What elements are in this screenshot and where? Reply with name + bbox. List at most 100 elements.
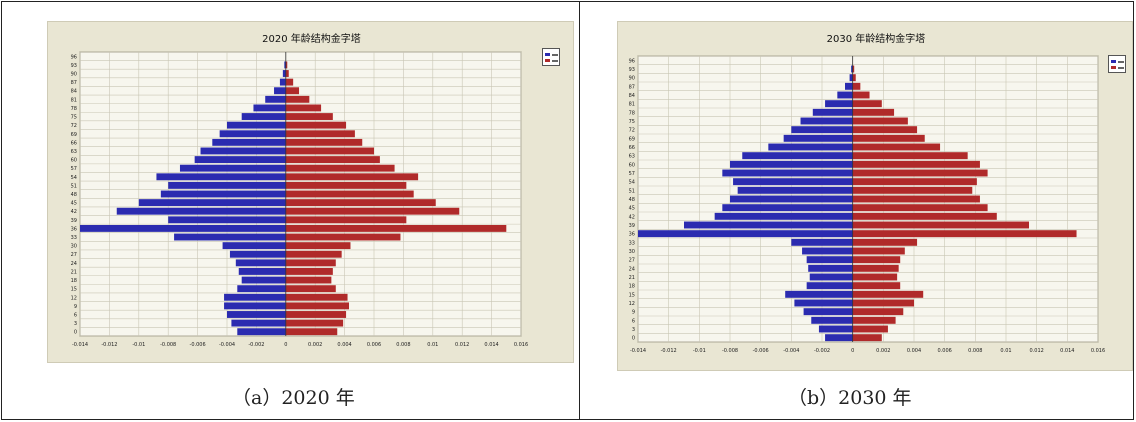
bar-male bbox=[237, 285, 286, 293]
bar-female bbox=[285, 250, 342, 258]
bar-male bbox=[785, 290, 853, 298]
y-tick-label: 93 bbox=[71, 63, 77, 69]
y-tick-label: 78 bbox=[71, 106, 77, 112]
bar-female bbox=[852, 204, 988, 212]
y-tick-label: 54 bbox=[629, 180, 635, 186]
bar-male bbox=[241, 276, 286, 284]
y-tick-label: 60 bbox=[71, 158, 77, 164]
bar-male bbox=[791, 238, 853, 246]
bar-male bbox=[116, 207, 286, 215]
bar-female bbox=[285, 293, 348, 301]
bar-male bbox=[809, 273, 853, 281]
bar-male bbox=[722, 204, 853, 212]
bar-male bbox=[138, 199, 286, 207]
bar-female bbox=[285, 276, 332, 284]
x-tick-label: 0.014 bbox=[484, 342, 498, 348]
bar-female bbox=[852, 238, 918, 246]
y-tick-label: 42 bbox=[629, 214, 635, 220]
bar-female bbox=[852, 282, 901, 290]
bar-female bbox=[285, 156, 380, 164]
x-tick-label: -0.008 bbox=[160, 342, 176, 348]
y-tick-label: 69 bbox=[71, 132, 77, 138]
bar-male bbox=[742, 152, 853, 160]
bar-male bbox=[282, 70, 286, 77]
bar-male bbox=[818, 325, 853, 333]
bar-female bbox=[285, 181, 407, 189]
x-tick-label: -0.01 bbox=[693, 348, 706, 354]
bar-female bbox=[852, 108, 895, 116]
bar-male bbox=[811, 316, 853, 324]
bar-female bbox=[285, 61, 288, 69]
bar-female bbox=[852, 126, 918, 134]
y-tick-label: 12 bbox=[629, 301, 635, 307]
y-tick-label: 75 bbox=[71, 115, 77, 121]
bar-female bbox=[852, 299, 914, 307]
bar-male bbox=[279, 78, 286, 86]
bar-male bbox=[837, 91, 853, 99]
bar-male bbox=[238, 268, 286, 275]
bar-female bbox=[285, 130, 355, 138]
bar-female bbox=[285, 164, 395, 172]
x-tick-label: -0.01 bbox=[132, 342, 145, 348]
y-tick-label: 66 bbox=[71, 140, 77, 146]
bar-male bbox=[806, 282, 853, 290]
y-tick-label: 57 bbox=[629, 171, 635, 177]
bar-female bbox=[285, 285, 336, 293]
bar-male bbox=[200, 147, 286, 155]
bar-female bbox=[852, 334, 882, 342]
y-tick-label: 0 bbox=[74, 330, 77, 336]
bar-male bbox=[241, 113, 286, 120]
bar-female bbox=[285, 147, 374, 155]
bar-female bbox=[285, 302, 350, 310]
bar-male bbox=[806, 256, 853, 264]
legend-icon[interactable] bbox=[1108, 55, 1126, 73]
y-tick-label: 96 bbox=[629, 58, 635, 64]
x-tick-label: 0.01 bbox=[427, 342, 438, 348]
y-tick-label: 63 bbox=[71, 149, 77, 155]
y-tick-label: 93 bbox=[629, 67, 635, 73]
x-tick-label: -0.002 bbox=[814, 348, 830, 354]
y-tick-label: 27 bbox=[629, 258, 635, 264]
y-tick-label: 72 bbox=[629, 128, 635, 134]
bar-female bbox=[285, 95, 310, 103]
x-tick-label: 0.004 bbox=[907, 348, 921, 354]
bar-female bbox=[852, 256, 901, 264]
bar-female bbox=[852, 65, 855, 73]
bar-female bbox=[852, 195, 980, 203]
chart-panel-2020: 2020 年龄结构金字塔 0 3 6 9 12 15 18 21 24 27 30 33 36 39 42 45… bbox=[47, 21, 574, 363]
bar-female bbox=[852, 91, 870, 99]
y-tick-label: 87 bbox=[71, 80, 77, 86]
x-tick-label: 0.004 bbox=[337, 342, 351, 348]
bar-male bbox=[800, 117, 853, 125]
y-tick-label: 39 bbox=[71, 218, 77, 224]
bar-female bbox=[852, 308, 904, 316]
bar-male bbox=[808, 264, 853, 272]
x-tick-label: 0.012 bbox=[455, 342, 469, 348]
bar-female bbox=[852, 316, 896, 324]
bar-female bbox=[285, 78, 294, 86]
bar-male bbox=[274, 87, 286, 95]
bar-male bbox=[212, 138, 286, 146]
bar-male bbox=[227, 121, 286, 129]
bar-female bbox=[285, 268, 333, 275]
bar-female bbox=[852, 134, 925, 142]
bar-female bbox=[852, 186, 973, 194]
bar-female bbox=[852, 290, 924, 298]
legend-icon[interactable] bbox=[542, 48, 560, 66]
chart-title: 2020 年龄结构金字塔 bbox=[262, 32, 361, 45]
bar-male bbox=[222, 242, 286, 250]
bar-female bbox=[285, 216, 407, 224]
bar-female bbox=[285, 224, 507, 232]
y-tick-label: 51 bbox=[71, 183, 77, 189]
y-tick-label: 42 bbox=[71, 209, 77, 215]
y-tick-label: 15 bbox=[71, 287, 77, 293]
bar-female bbox=[285, 104, 322, 112]
y-tick-label: 75 bbox=[629, 119, 635, 125]
y-tick-label: 39 bbox=[629, 223, 635, 229]
y-tick-label: 48 bbox=[629, 197, 635, 203]
y-tick-label: 45 bbox=[71, 201, 77, 207]
bar-female bbox=[285, 311, 347, 318]
bar-male bbox=[812, 108, 853, 116]
x-tick-label: 0.016 bbox=[514, 342, 528, 348]
y-tick-label: 36 bbox=[629, 232, 635, 238]
